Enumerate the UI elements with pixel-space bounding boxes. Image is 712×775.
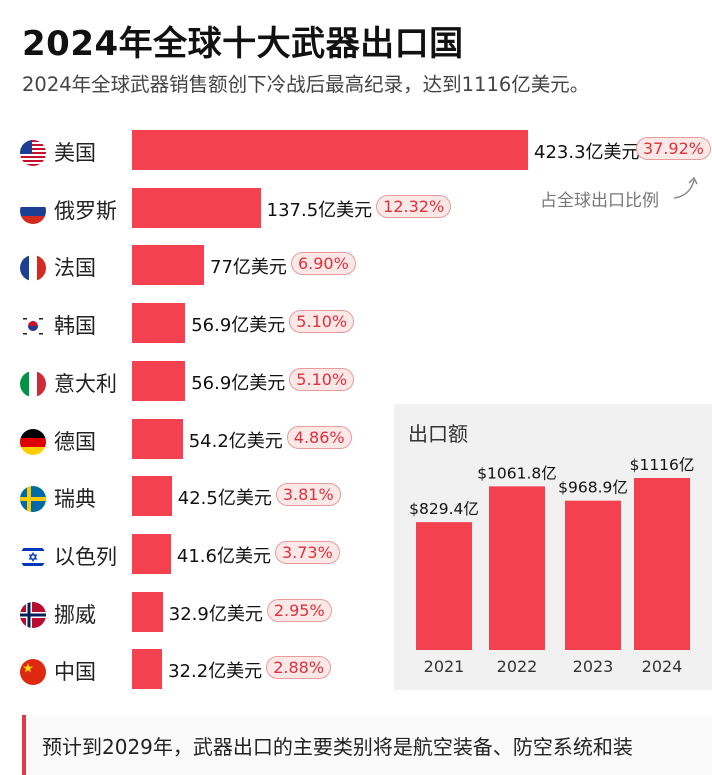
country-row: 瑞典 42.5亿美元 3.81% <box>0 476 712 520</box>
year-value-label: $829.4亿 <box>409 500 479 518</box>
country-row: 意大利 56.9亿美元 5.10% <box>0 360 712 405</box>
export-volume-panel: 出口额 $829.4亿 2021 $1061.8亿 2022 $968.9亿 2023 $1… <box>394 404 712 690</box>
country-bar <box>132 591 163 632</box>
footer-note: 预计到2029年，武器出口的主要类别将是航空装备、防空系统和装 <box>22 715 712 775</box>
china-flag-icon <box>20 659 46 686</box>
year-bar <box>416 522 472 650</box>
country-label: 挪威 <box>54 602 96 627</box>
country-row: 中国 32.2亿美元 2.88% <box>0 649 712 693</box>
value-label: 41.6亿美元 <box>176 545 271 567</box>
year-tick-label: 2022 <box>497 657 538 676</box>
country-label: 瑞典 <box>54 487 96 512</box>
year-value-label: $1061.8亿 <box>477 464 557 482</box>
value-label: 42.5亿美元 <box>177 488 272 510</box>
share-badge: 4.86% <box>286 425 352 449</box>
country-bar <box>132 360 186 401</box>
country-row: 法国 77亿美元 6.90% <box>0 245 712 289</box>
country-bar <box>132 245 205 286</box>
country-label: 中国 <box>54 660 96 685</box>
year-value-label: $968.9亿 <box>558 479 628 497</box>
panel-title: 出口额 <box>408 422 468 446</box>
value-label: 54.2亿美元 <box>188 430 283 452</box>
country-bar <box>132 303 186 344</box>
year-bar <box>565 500 621 650</box>
korea-flag-icon <box>20 313 46 340</box>
page-subtitle: 2024年全球武器销售额创下冷战后最高纪录，达到1116亿美元。 <box>22 73 590 96</box>
russia-flag-icon <box>20 197 46 224</box>
country-label: 法国 <box>54 256 96 281</box>
country-label: 以色列 <box>54 544 117 569</box>
france-flag-icon <box>20 255 46 282</box>
country-label: 美国 <box>54 141 96 165</box>
country-row: 韩国 56.9亿美元 5.10% <box>0 303 712 347</box>
country-row: 俄罗斯 137.5亿美元 12.32% <box>0 187 712 232</box>
value-label: 423.3亿美元 <box>534 142 640 163</box>
share-badge: 2.88% <box>266 656 332 680</box>
page-title: 2024年全球十大武器出口国 <box>22 24 464 64</box>
us-flag-icon <box>20 140 46 166</box>
country-label: 意大利 <box>54 371 117 396</box>
share-badge: 5.10% <box>289 310 355 334</box>
country-row: 挪威 32.9亿美元 2.95% <box>0 591 712 636</box>
italy-flag-icon <box>20 370 46 397</box>
value-label: 77亿美元 <box>210 257 287 279</box>
country-bar <box>132 418 183 459</box>
country-bar <box>132 476 172 517</box>
israel-flag-icon <box>20 543 46 570</box>
value-label: 32.9亿美元 <box>168 603 263 625</box>
footer-text: 预计到2029年，武器出口的主要类别将是航空装备、防空系统和装 <box>42 735 633 759</box>
country-row: 以色列 41.6亿美元 3.73% <box>0 533 712 578</box>
country-bar <box>132 187 261 228</box>
country-label: 韩国 <box>54 314 96 339</box>
country-bar <box>132 649 163 690</box>
germany-flag-icon <box>20 428 46 455</box>
year-tick-label: 2021 <box>424 657 465 676</box>
value-label: 137.5亿美元 <box>266 199 373 221</box>
value-label: 32.2亿美元 <box>168 661 263 683</box>
yearly-export-chart: $829.4亿 2021 $1061.8亿 2022 $968.9亿 2023 $1116亿… <box>409 456 695 676</box>
share-badge: 12.32% <box>376 194 452 218</box>
value-label: 56.9亿美元 <box>191 315 286 337</box>
country-bar <box>132 533 171 574</box>
country-label: 俄罗斯 <box>54 198 117 223</box>
share-badge: 3.81% <box>275 483 341 507</box>
share-badge: 2.95% <box>266 598 332 622</box>
norway-flag-icon <box>20 601 46 628</box>
country-bar <box>132 130 528 170</box>
year-tick-label: 2023 <box>573 657 614 676</box>
share-badge: 3.73% <box>274 540 340 564</box>
country-row: 美国 423.3亿美元 37.92% <box>0 130 712 174</box>
annotation-arrow-icon <box>673 176 698 199</box>
year-tick-label: 2024 <box>642 657 683 676</box>
country-label: 德国 <box>54 429 96 454</box>
share-badge: 6.90% <box>290 252 356 276</box>
year-value-label: $1116亿 <box>630 456 695 474</box>
share-annotation: 占全球出口比例 <box>540 191 659 211</box>
country-row: 德国 54.2亿美元 4.86% <box>0 418 712 463</box>
value-label: 56.9亿美元 <box>191 372 286 394</box>
share-badge: 37.92% <box>635 137 711 160</box>
sweden-flag-icon <box>20 486 46 513</box>
share-badge: 5.10% <box>289 367 355 391</box>
year-bar <box>634 478 690 650</box>
year-bar <box>489 486 545 650</box>
